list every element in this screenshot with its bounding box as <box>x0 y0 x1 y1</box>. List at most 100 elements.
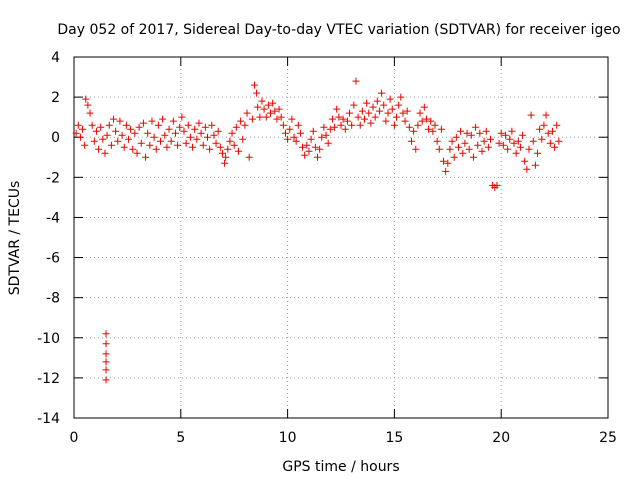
data-point <box>191 125 199 133</box>
data-point <box>506 135 514 143</box>
data-point <box>157 137 165 145</box>
data-point <box>102 340 110 348</box>
x-tick-label: 5 <box>176 430 185 446</box>
data-point <box>476 129 484 137</box>
data-point <box>478 147 486 155</box>
data-point <box>322 131 330 139</box>
data-point <box>260 105 268 113</box>
data-point <box>350 101 358 109</box>
data-point <box>407 137 415 145</box>
data-point <box>516 143 524 151</box>
data-point <box>288 115 296 123</box>
data-point <box>182 139 190 147</box>
data-point <box>412 145 420 153</box>
data-point <box>169 117 177 125</box>
data-point <box>358 107 366 115</box>
data-point <box>463 129 471 137</box>
data-point <box>367 119 375 127</box>
data-point <box>386 95 394 103</box>
x-tick-label: 10 <box>279 430 297 446</box>
data-point <box>375 107 383 115</box>
data-point <box>228 129 236 137</box>
data-point <box>363 99 371 107</box>
y-tick-label: -12 <box>37 371 60 387</box>
data-point <box>199 141 207 149</box>
data-point <box>116 117 124 125</box>
data-point <box>467 131 475 139</box>
data-point <box>102 330 110 338</box>
data-point <box>107 141 115 149</box>
x-axis-label: GPS time / hours <box>282 459 399 475</box>
data-point <box>405 123 413 131</box>
data-point <box>72 129 80 137</box>
data-point <box>290 133 298 141</box>
data-point <box>171 129 179 137</box>
data-point <box>553 121 561 129</box>
data-point <box>271 107 279 115</box>
data-point <box>97 123 105 131</box>
data-point <box>397 93 405 101</box>
data-point <box>248 115 256 123</box>
data-point <box>303 141 311 149</box>
data-point <box>548 127 556 135</box>
data-point <box>256 113 264 121</box>
data-point <box>218 149 226 157</box>
data-point <box>88 121 96 129</box>
data-point <box>446 145 454 153</box>
data-point <box>529 137 537 145</box>
data-point <box>544 129 552 137</box>
y-tick-label: -14 <box>37 411 60 427</box>
data-point <box>536 125 544 133</box>
data-point <box>454 143 462 151</box>
data-point <box>354 113 362 121</box>
data-point <box>450 153 458 161</box>
data-point <box>137 139 145 147</box>
data-point <box>197 129 205 137</box>
data-point <box>331 123 339 131</box>
data-point <box>427 117 435 125</box>
data-point <box>493 181 501 189</box>
data-point <box>95 145 103 153</box>
data-point <box>112 127 120 135</box>
data-point <box>474 141 482 149</box>
data-point <box>82 95 90 103</box>
data-point <box>508 127 516 135</box>
data-point <box>388 105 396 113</box>
data-point <box>243 109 251 117</box>
data-point <box>337 121 345 129</box>
data-point <box>472 123 480 131</box>
data-point <box>184 121 192 129</box>
data-point <box>245 153 253 161</box>
data-point <box>129 145 137 153</box>
data-point <box>380 101 388 109</box>
data-point <box>373 97 381 105</box>
data-point <box>465 145 473 153</box>
data-point <box>314 153 322 161</box>
data-point <box>148 117 156 125</box>
x-tick-label: 20 <box>492 430 510 446</box>
data-point <box>210 131 218 139</box>
data-point <box>114 137 122 145</box>
data-point <box>410 127 418 135</box>
data-point <box>307 135 315 143</box>
data-point <box>527 111 535 119</box>
data-point <box>214 127 222 135</box>
data-point <box>101 149 109 157</box>
data-point <box>420 103 428 111</box>
data-point <box>234 147 242 155</box>
data-point <box>150 133 158 141</box>
data-point <box>212 139 220 147</box>
data-point <box>542 111 550 119</box>
data-point <box>273 115 281 123</box>
data-point <box>193 135 201 143</box>
data-point <box>399 109 407 117</box>
y-tick-label: -6 <box>46 251 60 267</box>
data-point <box>84 101 92 109</box>
x-tick-label: 0 <box>70 430 79 446</box>
data-point <box>390 121 398 129</box>
data-point <box>221 159 229 167</box>
data-point <box>497 129 505 137</box>
data-point <box>139 119 147 127</box>
data-point <box>204 133 211 141</box>
